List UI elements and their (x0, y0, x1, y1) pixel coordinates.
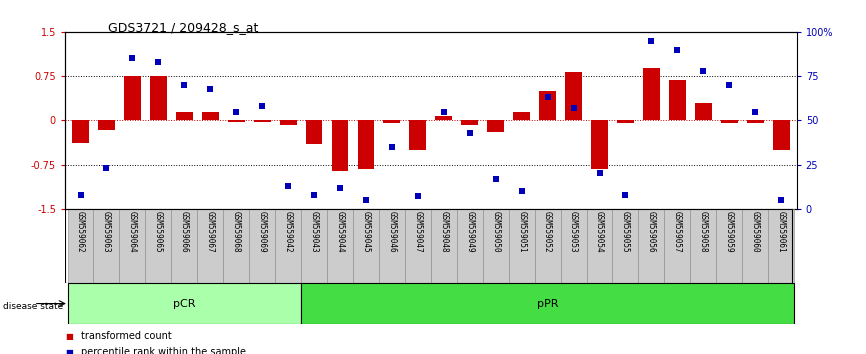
Text: GSM559048: GSM559048 (439, 211, 449, 253)
Bar (488, 120, 504, 132)
Text: GSM559046: GSM559046 (387, 211, 397, 253)
Text: pCR: pCR (173, 298, 196, 309)
Text: ■: ■ (65, 348, 73, 354)
Text: GSM559062: GSM559062 (76, 211, 85, 253)
Text: GSM559069: GSM559069 (258, 211, 267, 253)
Bar (384, 120, 400, 123)
Text: GSM559044: GSM559044 (335, 211, 345, 253)
Bar (405, 209, 430, 283)
Bar (275, 209, 301, 283)
Bar (482, 209, 508, 283)
Bar (68, 283, 301, 324)
Bar (768, 209, 794, 283)
Bar (746, 120, 764, 123)
Bar (690, 209, 716, 283)
Bar (254, 120, 270, 122)
Text: GSM559053: GSM559053 (569, 211, 578, 253)
Bar (379, 209, 405, 283)
Text: GSM559043: GSM559043 (309, 211, 319, 253)
Text: GSM559056: GSM559056 (647, 211, 656, 253)
Bar (436, 116, 452, 120)
Bar (306, 120, 322, 144)
Bar (72, 120, 89, 143)
Bar (456, 209, 482, 283)
Text: GSM559064: GSM559064 (128, 211, 137, 253)
Bar (353, 209, 379, 283)
Bar (430, 209, 456, 283)
Bar (565, 72, 582, 120)
Text: GSM559058: GSM559058 (699, 211, 708, 253)
Text: GSM559050: GSM559050 (491, 211, 501, 253)
Text: ■: ■ (65, 332, 73, 341)
Text: GSM559045: GSM559045 (361, 211, 371, 253)
Text: GSM559061: GSM559061 (777, 211, 785, 253)
Bar (145, 209, 171, 283)
Bar (742, 209, 768, 283)
Bar (301, 209, 327, 283)
Text: percentile rank within the sample: percentile rank within the sample (81, 347, 246, 354)
Bar (410, 120, 426, 150)
Bar (462, 120, 478, 125)
Text: GSM559055: GSM559055 (621, 211, 630, 253)
Text: GSM559067: GSM559067 (206, 211, 215, 253)
Text: disease state: disease state (3, 302, 63, 311)
Bar (695, 103, 712, 120)
Bar (358, 120, 374, 169)
Bar (120, 209, 145, 283)
Bar (228, 120, 245, 122)
Bar (176, 112, 193, 120)
Bar (301, 283, 794, 324)
Bar (124, 76, 141, 120)
Text: GSM559047: GSM559047 (413, 211, 423, 253)
Text: pPR: pPR (537, 298, 559, 309)
Bar (508, 209, 534, 283)
Bar (617, 120, 634, 123)
Text: GSM559063: GSM559063 (102, 211, 111, 253)
Text: GDS3721 / 209428_s_at: GDS3721 / 209428_s_at (108, 21, 259, 34)
Bar (586, 209, 612, 283)
Bar (171, 209, 197, 283)
Bar (669, 80, 686, 120)
Text: GSM559065: GSM559065 (154, 211, 163, 253)
Bar (514, 112, 530, 120)
Text: GSM559066: GSM559066 (180, 211, 189, 253)
Text: GSM559052: GSM559052 (543, 211, 553, 253)
Bar (223, 209, 249, 283)
Bar (68, 209, 94, 283)
Bar (716, 209, 742, 283)
Bar (280, 120, 296, 125)
Bar (150, 76, 167, 120)
Text: GSM559057: GSM559057 (673, 211, 682, 253)
Text: GSM559060: GSM559060 (751, 211, 759, 253)
Bar (612, 209, 638, 283)
Bar (332, 120, 348, 171)
Bar (249, 209, 275, 283)
Text: GSM559042: GSM559042 (283, 211, 293, 253)
Text: GSM559051: GSM559051 (517, 211, 527, 253)
Bar (534, 209, 560, 283)
Bar (98, 120, 115, 130)
Bar (721, 120, 738, 123)
Bar (560, 209, 586, 283)
Bar (94, 209, 120, 283)
Text: GSM559054: GSM559054 (595, 211, 604, 253)
Bar (643, 68, 660, 120)
Bar (197, 209, 223, 283)
Bar (638, 209, 664, 283)
Bar (772, 120, 790, 150)
Bar (664, 209, 690, 283)
Text: transformed count: transformed count (81, 331, 171, 341)
Text: GSM559059: GSM559059 (725, 211, 734, 253)
Text: GSM559068: GSM559068 (232, 211, 241, 253)
Bar (540, 91, 556, 120)
Bar (327, 209, 353, 283)
Bar (591, 120, 608, 169)
Bar (202, 112, 219, 120)
Text: GSM559049: GSM559049 (465, 211, 475, 253)
